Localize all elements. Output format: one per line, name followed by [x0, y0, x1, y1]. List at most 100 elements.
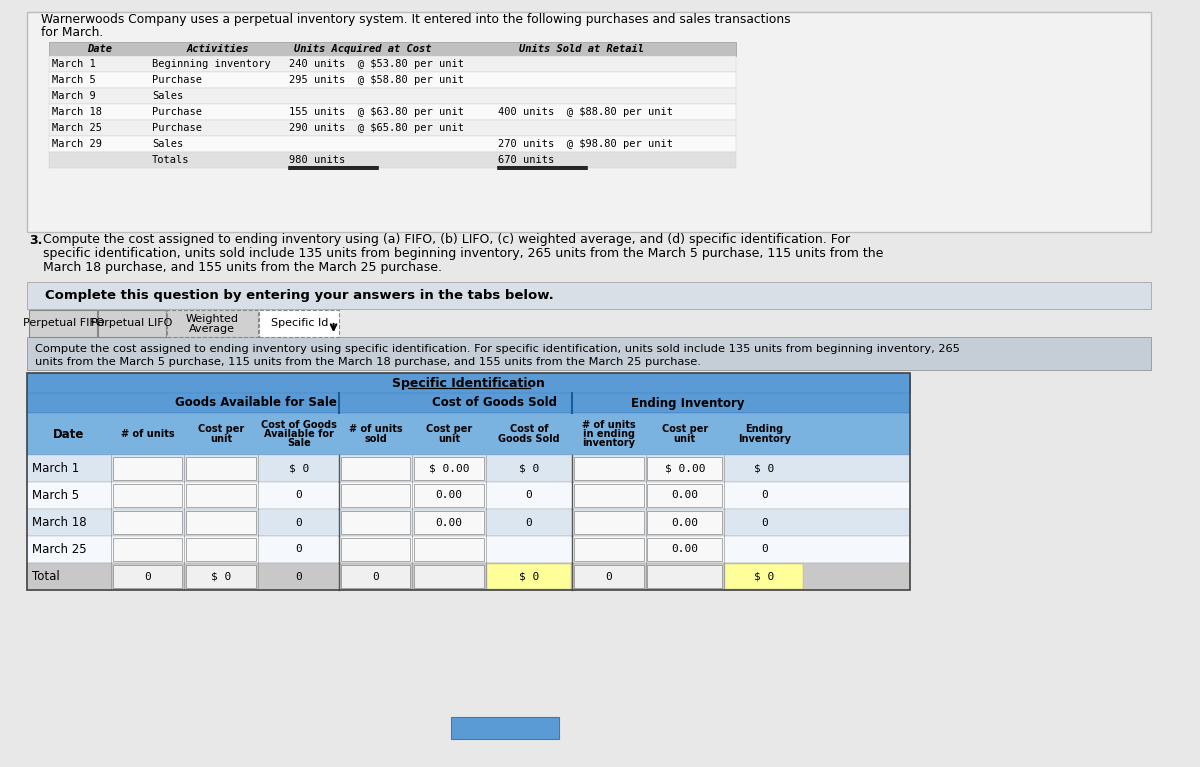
FancyBboxPatch shape — [167, 310, 258, 337]
Text: Perpetual LIFO: Perpetual LIFO — [91, 318, 173, 328]
Text: Purchase: Purchase — [152, 75, 202, 85]
Text: $ 0.00: $ 0.00 — [428, 463, 469, 473]
Text: 0: 0 — [761, 518, 768, 528]
Text: specific identification, units sold include 135 units from beginning inventory, : specific identification, units sold incl… — [43, 248, 883, 261]
FancyBboxPatch shape — [28, 563, 911, 590]
FancyBboxPatch shape — [186, 484, 256, 507]
Text: March 18 purchase, and 155 units from the March 25 purchase.: March 18 purchase, and 155 units from th… — [43, 262, 442, 275]
FancyBboxPatch shape — [574, 565, 643, 588]
Text: Weighted: Weighted — [186, 314, 239, 324]
Text: # of units: # of units — [121, 429, 174, 439]
Text: Cost per: Cost per — [198, 424, 245, 434]
Text: 0: 0 — [761, 491, 768, 501]
FancyBboxPatch shape — [574, 484, 643, 507]
Text: sold: sold — [365, 434, 388, 444]
Text: $ 0: $ 0 — [518, 571, 539, 581]
Text: March 1: March 1 — [32, 462, 79, 475]
Text: Date: Date — [53, 427, 84, 440]
Text: 0.00: 0.00 — [436, 491, 462, 501]
Text: Units Sold at Retail: Units Sold at Retail — [520, 44, 644, 54]
Text: 0: 0 — [295, 545, 302, 555]
Text: Cost per: Cost per — [426, 424, 472, 434]
Text: Cost of Goods: Cost of Goods — [260, 420, 337, 430]
FancyBboxPatch shape — [259, 310, 340, 337]
FancyBboxPatch shape — [28, 373, 911, 393]
Text: 0: 0 — [605, 571, 612, 581]
FancyBboxPatch shape — [28, 282, 1151, 309]
FancyBboxPatch shape — [574, 538, 643, 561]
FancyBboxPatch shape — [49, 42, 736, 56]
FancyBboxPatch shape — [414, 457, 484, 480]
Text: Cost of Goods Sold: Cost of Goods Sold — [432, 397, 558, 410]
Text: 240 units  @ $53.80 per unit: 240 units @ $53.80 per unit — [289, 59, 464, 69]
Text: Cost of: Cost of — [510, 424, 548, 434]
Text: for March.: for March. — [41, 25, 103, 38]
FancyBboxPatch shape — [30, 310, 97, 337]
Text: March 18: March 18 — [32, 516, 86, 529]
Text: Cost per: Cost per — [661, 424, 708, 434]
FancyBboxPatch shape — [28, 482, 911, 509]
Text: 0: 0 — [761, 545, 768, 555]
Text: Sales: Sales — [152, 139, 184, 149]
FancyBboxPatch shape — [28, 455, 911, 482]
FancyBboxPatch shape — [28, 12, 1151, 232]
Text: 3.: 3. — [30, 233, 43, 246]
FancyBboxPatch shape — [414, 511, 484, 534]
FancyBboxPatch shape — [186, 511, 256, 534]
FancyBboxPatch shape — [574, 457, 643, 480]
Text: March 25: March 25 — [32, 543, 86, 556]
Text: 400 units  @ $88.80 per unit: 400 units @ $88.80 per unit — [498, 107, 673, 117]
FancyBboxPatch shape — [341, 538, 410, 561]
Text: 0.00: 0.00 — [671, 518, 698, 528]
Text: $ 0: $ 0 — [754, 463, 774, 473]
FancyBboxPatch shape — [49, 104, 736, 120]
Text: Complete this question by entering your answers in the tabs below.: Complete this question by entering your … — [46, 289, 554, 302]
Text: $ 0.00: $ 0.00 — [665, 463, 706, 473]
FancyBboxPatch shape — [113, 565, 182, 588]
Text: 0: 0 — [372, 571, 379, 581]
Text: 0.00: 0.00 — [671, 545, 698, 555]
Text: March 5: March 5 — [52, 75, 96, 85]
FancyBboxPatch shape — [486, 564, 571, 589]
Text: in ending: in ending — [583, 429, 635, 439]
FancyBboxPatch shape — [28, 337, 1151, 370]
Text: March 1: March 1 — [52, 59, 96, 69]
Text: Average: Average — [190, 324, 235, 334]
Text: $ 0: $ 0 — [211, 571, 232, 581]
Text: Inventory: Inventory — [738, 434, 791, 444]
FancyBboxPatch shape — [186, 538, 256, 561]
FancyBboxPatch shape — [341, 484, 410, 507]
Text: 155 units  @ $63.80 per unit: 155 units @ $63.80 per unit — [289, 107, 464, 117]
Text: # of units: # of units — [582, 420, 636, 430]
FancyBboxPatch shape — [648, 565, 722, 588]
Text: Total: Total — [32, 570, 60, 583]
FancyBboxPatch shape — [648, 457, 722, 480]
FancyBboxPatch shape — [451, 717, 559, 739]
FancyBboxPatch shape — [98, 310, 166, 337]
Text: Available for: Available for — [264, 429, 334, 439]
FancyBboxPatch shape — [186, 565, 256, 588]
Text: Ending Inventory: Ending Inventory — [631, 397, 745, 410]
Text: Compute the cost assigned to ending inventory using specific identification. For: Compute the cost assigned to ending inve… — [35, 344, 960, 354]
Text: Specific Identification: Specific Identification — [392, 377, 545, 390]
Text: Activities: Activities — [186, 44, 250, 54]
FancyBboxPatch shape — [49, 152, 736, 168]
Text: March 25: March 25 — [52, 123, 102, 133]
FancyBboxPatch shape — [341, 565, 410, 588]
FancyBboxPatch shape — [341, 511, 410, 534]
Text: Purchase: Purchase — [152, 123, 202, 133]
Text: 0: 0 — [526, 491, 532, 501]
Text: Ending: Ending — [745, 424, 784, 434]
Text: 0: 0 — [144, 571, 151, 581]
Text: Warnerwoods Company uses a perpetual inventory system. It entered into the follo: Warnerwoods Company uses a perpetual inv… — [41, 12, 791, 25]
Text: Sales: Sales — [152, 91, 184, 101]
FancyBboxPatch shape — [49, 120, 736, 136]
FancyBboxPatch shape — [49, 88, 736, 104]
Text: Purchase: Purchase — [152, 107, 202, 117]
FancyBboxPatch shape — [341, 457, 410, 480]
FancyBboxPatch shape — [648, 538, 722, 561]
FancyBboxPatch shape — [113, 457, 182, 480]
FancyBboxPatch shape — [28, 393, 911, 413]
Text: 0: 0 — [295, 571, 302, 581]
Text: March 29: March 29 — [52, 139, 102, 149]
